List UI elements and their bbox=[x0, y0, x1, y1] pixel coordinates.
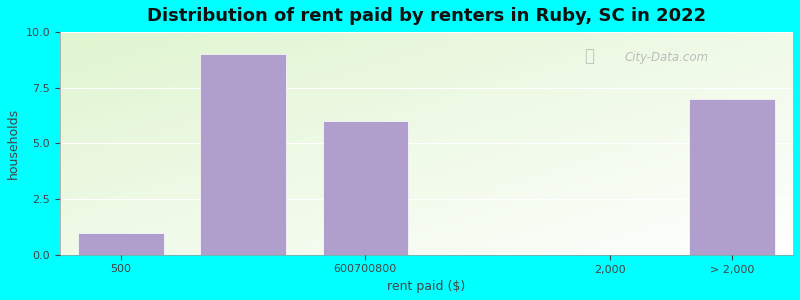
Bar bbox=[322, 121, 408, 255]
Title: Distribution of rent paid by renters in Ruby, SC in 2022: Distribution of rent paid by renters in … bbox=[147, 7, 706, 25]
Text: ⦿: ⦿ bbox=[584, 47, 594, 65]
Bar bbox=[78, 232, 164, 255]
Text: City-Data.com: City-Data.com bbox=[625, 51, 709, 64]
Bar bbox=[200, 54, 286, 255]
Bar bbox=[689, 99, 774, 255]
X-axis label: rent paid ($): rent paid ($) bbox=[387, 280, 466, 293]
Y-axis label: households: households bbox=[7, 108, 20, 179]
